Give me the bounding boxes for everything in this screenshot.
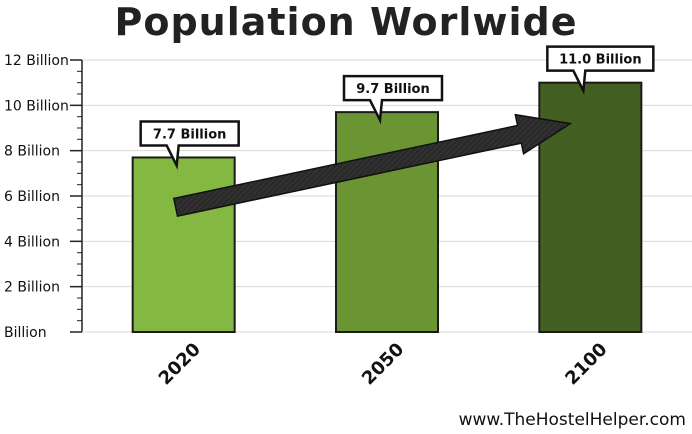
data-label: 7.7 Billion [153, 127, 226, 142]
y-tick-label: 6 Billion [4, 189, 60, 205]
callout-box [139, 120, 240, 170]
x-tick-label-2020: 2020 [155, 339, 205, 389]
bar-2100 [538, 81, 643, 333]
x-axis-labels: 2020 2050 2100 [155, 339, 612, 389]
trend-arrow-shape [172, 113, 573, 217]
y-tick-label: 2 Billion [4, 280, 60, 296]
value-callout-2050: 9.7 Billion [342, 74, 444, 125]
y-tick-label: 8 Billion [4, 144, 60, 160]
chart-title: Population Worlwide [114, 0, 578, 44]
trend-arrow [172, 113, 573, 217]
y-tick-label: 12 Billion [4, 53, 69, 69]
x-tick-label-2100: 2100 [561, 339, 611, 389]
bar-2020 [131, 156, 236, 333]
value-callout-2020: 7.7 Billion [139, 120, 240, 170]
x-tick-label-2050: 2050 [358, 339, 408, 389]
value-callout-2100: 11.0 Billion [546, 45, 655, 96]
watermark-url: www.TheHostelHelper.com [458, 410, 686, 430]
y-tick-label: Billion [4, 325, 47, 341]
callout-box [342, 74, 444, 125]
y-tick-label: 10 Billion [4, 98, 69, 114]
data-label: 11.0 Billion [559, 53, 642, 68]
data-label: 9.7 Billion [356, 82, 429, 97]
y-tick-label: 4 Billion [4, 234, 60, 250]
value-callouts: 7.7 Billion 9.7 Billion 11.0 Billion [139, 45, 655, 170]
callout-box [546, 45, 655, 96]
